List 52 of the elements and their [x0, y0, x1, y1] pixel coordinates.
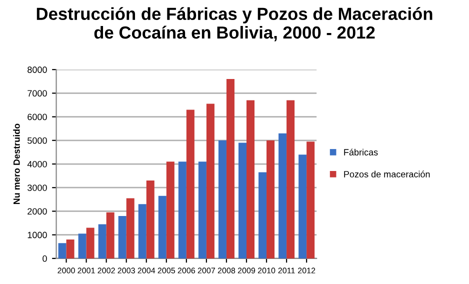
bar — [238, 142, 246, 258]
y-tick-label: 5000 — [28, 137, 47, 144]
x-tick-label: 2010 — [258, 268, 276, 274]
bar — [86, 228, 94, 258]
bar — [278, 133, 287, 258]
x-tick-label: 2001 — [78, 268, 95, 274]
bar — [118, 216, 126, 258]
bar — [58, 243, 66, 258]
bar — [246, 100, 255, 258]
x-tick-label: 2009 — [238, 268, 256, 274]
bar — [106, 212, 114, 258]
x-tick-label: 2000 — [58, 268, 75, 274]
bar — [146, 180, 154, 258]
bar — [98, 224, 106, 258]
x-tick-label: 2004 — [138, 268, 156, 274]
bar — [258, 172, 267, 258]
y-tick-label: 7000 — [28, 90, 47, 97]
legend-label: Fábricas — [344, 148, 378, 156]
bar — [166, 162, 174, 258]
y-tick-label: 0 — [42, 255, 47, 262]
x-tick-label: 2005 — [158, 268, 176, 274]
bar — [66, 240, 74, 258]
bar — [78, 234, 86, 258]
x-tick-label: 2012 — [298, 268, 316, 274]
bar — [158, 196, 166, 258]
bar — [286, 100, 295, 258]
y-tick-label: 3000 — [28, 184, 47, 191]
y-tick-label: 6000 — [28, 114, 47, 120]
x-tick-label: 2008 — [218, 268, 236, 274]
x-tick-label: 2002 — [98, 268, 115, 274]
bar — [186, 110, 194, 258]
y-tick-label: 2000 — [28, 208, 47, 215]
bar — [206, 104, 214, 258]
bar — [178, 162, 186, 258]
y-tick-label: 4000 — [27, 160, 47, 168]
x-tick-label: 2007 — [198, 268, 216, 274]
y-tick-label: 8000 — [28, 66, 47, 73]
chart-title: Destrucción de Fábricas y Pozos de Maceración de Cocaína en Bolivia, 2000 - 2012 — [36, 7, 432, 42]
bar — [226, 79, 234, 258]
bar — [266, 140, 275, 258]
bar — [198, 162, 206, 258]
x-tick-label: 2006 — [178, 268, 196, 274]
bar — [306, 142, 315, 258]
y-axis-title: Nu mero Destruido — [13, 124, 20, 204]
bar — [218, 140, 226, 258]
bar — [126, 198, 134, 258]
legend-label: Pozos de maceración — [344, 170, 430, 178]
bar — [138, 204, 146, 258]
y-tick-label: 1000 — [28, 232, 47, 238]
bar — [298, 154, 307, 258]
x-tick-label: 2011 — [278, 268, 295, 274]
x-tick-label: 2003 — [118, 268, 135, 274]
